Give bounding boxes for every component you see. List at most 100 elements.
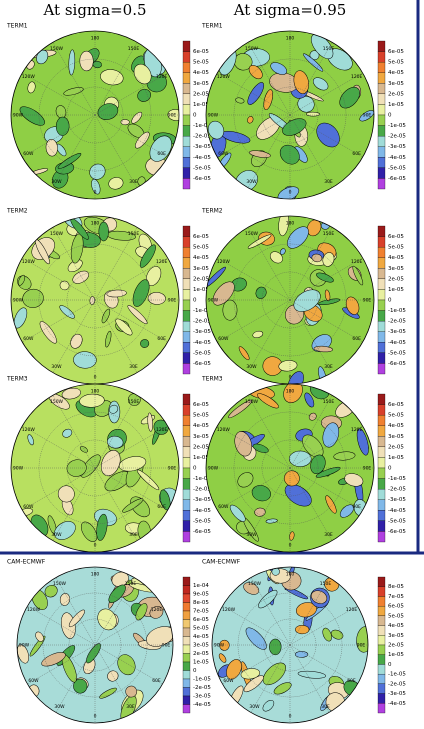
- colorbar-swatch: [378, 468, 385, 479]
- longitude-label: 90W: [13, 113, 24, 119]
- longitude-label: 60E: [152, 678, 161, 684]
- colorbar-label: 3e-05: [193, 81, 209, 87]
- colorbar-label: -3e-05: [388, 329, 406, 335]
- colorbar-swatch: [378, 73, 385, 84]
- colorbar-swatch: [183, 468, 190, 479]
- colorbar-label: 5e-05: [193, 413, 209, 419]
- colorbar-swatch: [183, 126, 190, 137]
- colorbar-label: 7e-05: [388, 594, 404, 600]
- longitude-label: 90W: [13, 298, 24, 304]
- colorbar-swatch: [378, 321, 385, 332]
- longitude-label: 180: [91, 389, 100, 395]
- longitude-label: 30E: [129, 364, 138, 370]
- colorbar-swatch: [378, 436, 385, 447]
- colorbar-swatch: [183, 645, 190, 654]
- colorbar-label: 1e-05: [388, 455, 404, 461]
- column-header: At sigma=0.5: [42, 1, 146, 19]
- longitude-label: 30E: [129, 532, 138, 538]
- colorbar-label: 8e-05: [388, 584, 404, 590]
- colorbar-swatch: [378, 415, 385, 426]
- colorbar-swatch: [183, 289, 190, 300]
- longitude-label: 150E: [323, 231, 335, 237]
- colorbar-label: 1e-05: [388, 287, 404, 293]
- colorbar-label: 9e-05: [193, 592, 209, 598]
- longitude-label: 90E: [162, 643, 171, 649]
- colorbar-label: 4e-05: [193, 634, 209, 640]
- colorbar-swatch: [378, 268, 385, 279]
- colorbar-swatch: [378, 596, 385, 606]
- longitude-label: 120E: [351, 427, 363, 433]
- colorbar-swatch: [183, 363, 190, 374]
- colorbar-swatch: [378, 363, 385, 374]
- colorbar-label: 5e-05: [193, 60, 209, 66]
- longitude-label: 120W: [27, 607, 41, 613]
- longitude-label: 60W: [23, 504, 34, 510]
- colorbar-label: -1e-05: [193, 677, 211, 683]
- colorbar-label: -3e-05: [193, 694, 211, 700]
- colorbar-label: 6e-05: [388, 234, 404, 240]
- colorbar-swatch: [183, 447, 190, 458]
- colorbar-swatch: [183, 489, 190, 500]
- longitude-label: 0: [289, 375, 292, 381]
- colorbar-swatch: [183, 688, 190, 697]
- colorbar-swatch: [183, 300, 190, 311]
- longitude-label: 120E: [156, 427, 168, 433]
- longitude-label: 60W: [218, 504, 229, 510]
- colorbar-label: 8e-05: [193, 600, 209, 606]
- longitude-label: 150W: [50, 399, 64, 405]
- colorbar-swatch: [183, 577, 190, 586]
- colorbar-swatch: [378, 635, 385, 645]
- longitude-label: 60E: [157, 336, 166, 342]
- colorbar-swatch: [378, 426, 385, 437]
- longitude-label: 120W: [22, 74, 36, 80]
- panel-label: CAM-ECMWF: [202, 559, 241, 566]
- colorbar-label: 0: [193, 466, 197, 472]
- colorbar-swatch: [378, 289, 385, 300]
- colorbar-label: 1e-04: [193, 583, 209, 589]
- colorbar-label: -3e-05: [193, 329, 211, 335]
- colorbar-label: 5e-05: [388, 613, 404, 619]
- colorbar-label: 4e-05: [388, 623, 404, 629]
- colorbar-label: -4e-05: [388, 508, 406, 514]
- colorbar-swatch: [183, 637, 190, 646]
- colorbar-label: -5e-05: [193, 350, 211, 356]
- colorbar-label: -5e-05: [388, 165, 406, 171]
- colorbar-label: 3e-05: [193, 643, 209, 649]
- colorbar-swatch: [378, 52, 385, 63]
- colorbar-label: 3e-05: [388, 633, 404, 639]
- longitude-label: 90W: [19, 643, 30, 649]
- colorbar-swatch: [183, 279, 190, 290]
- panel-label: TERM1: [6, 23, 28, 30]
- colorbar-label: -6e-05: [193, 176, 211, 182]
- colorbar-swatch: [378, 694, 385, 704]
- colorbar-swatch: [183, 426, 190, 437]
- colorbar-swatch: [183, 115, 190, 126]
- colorbar-swatch: [183, 83, 190, 94]
- colorbar-swatch: [183, 157, 190, 168]
- colorbar-label: 2e-05: [193, 651, 209, 657]
- longitude-label: 180: [286, 221, 295, 227]
- colorbar-swatch: [378, 674, 385, 684]
- colorbar-swatch: [183, 679, 190, 688]
- colorbar-swatch: [183, 73, 190, 84]
- colorbar-swatch: [378, 457, 385, 468]
- colorbar-swatch: [378, 136, 385, 147]
- colorbar-swatch: [183, 671, 190, 680]
- longitude-label: 90W: [208, 298, 219, 304]
- colorbar-swatch: [378, 405, 385, 416]
- longitude-label: 30E: [126, 704, 135, 710]
- contour-region: [90, 296, 95, 304]
- contour-region: [223, 300, 237, 320]
- colorbar-swatch: [183, 94, 190, 105]
- longitude-label: 180: [91, 221, 100, 227]
- colorbar-label: -4e-05: [193, 702, 211, 708]
- colorbar-label: -6e-05: [388, 361, 406, 367]
- colorbar-swatch: [183, 586, 190, 595]
- colorbar-swatch: [378, 510, 385, 521]
- longitude-label: 120W: [222, 607, 236, 613]
- colorbar-swatch: [183, 353, 190, 364]
- longitude-label: 60E: [352, 151, 361, 157]
- colorbar-swatch: [183, 237, 190, 248]
- colorbar-swatch: [378, 616, 385, 626]
- colorbar-label: 5e-05: [388, 245, 404, 251]
